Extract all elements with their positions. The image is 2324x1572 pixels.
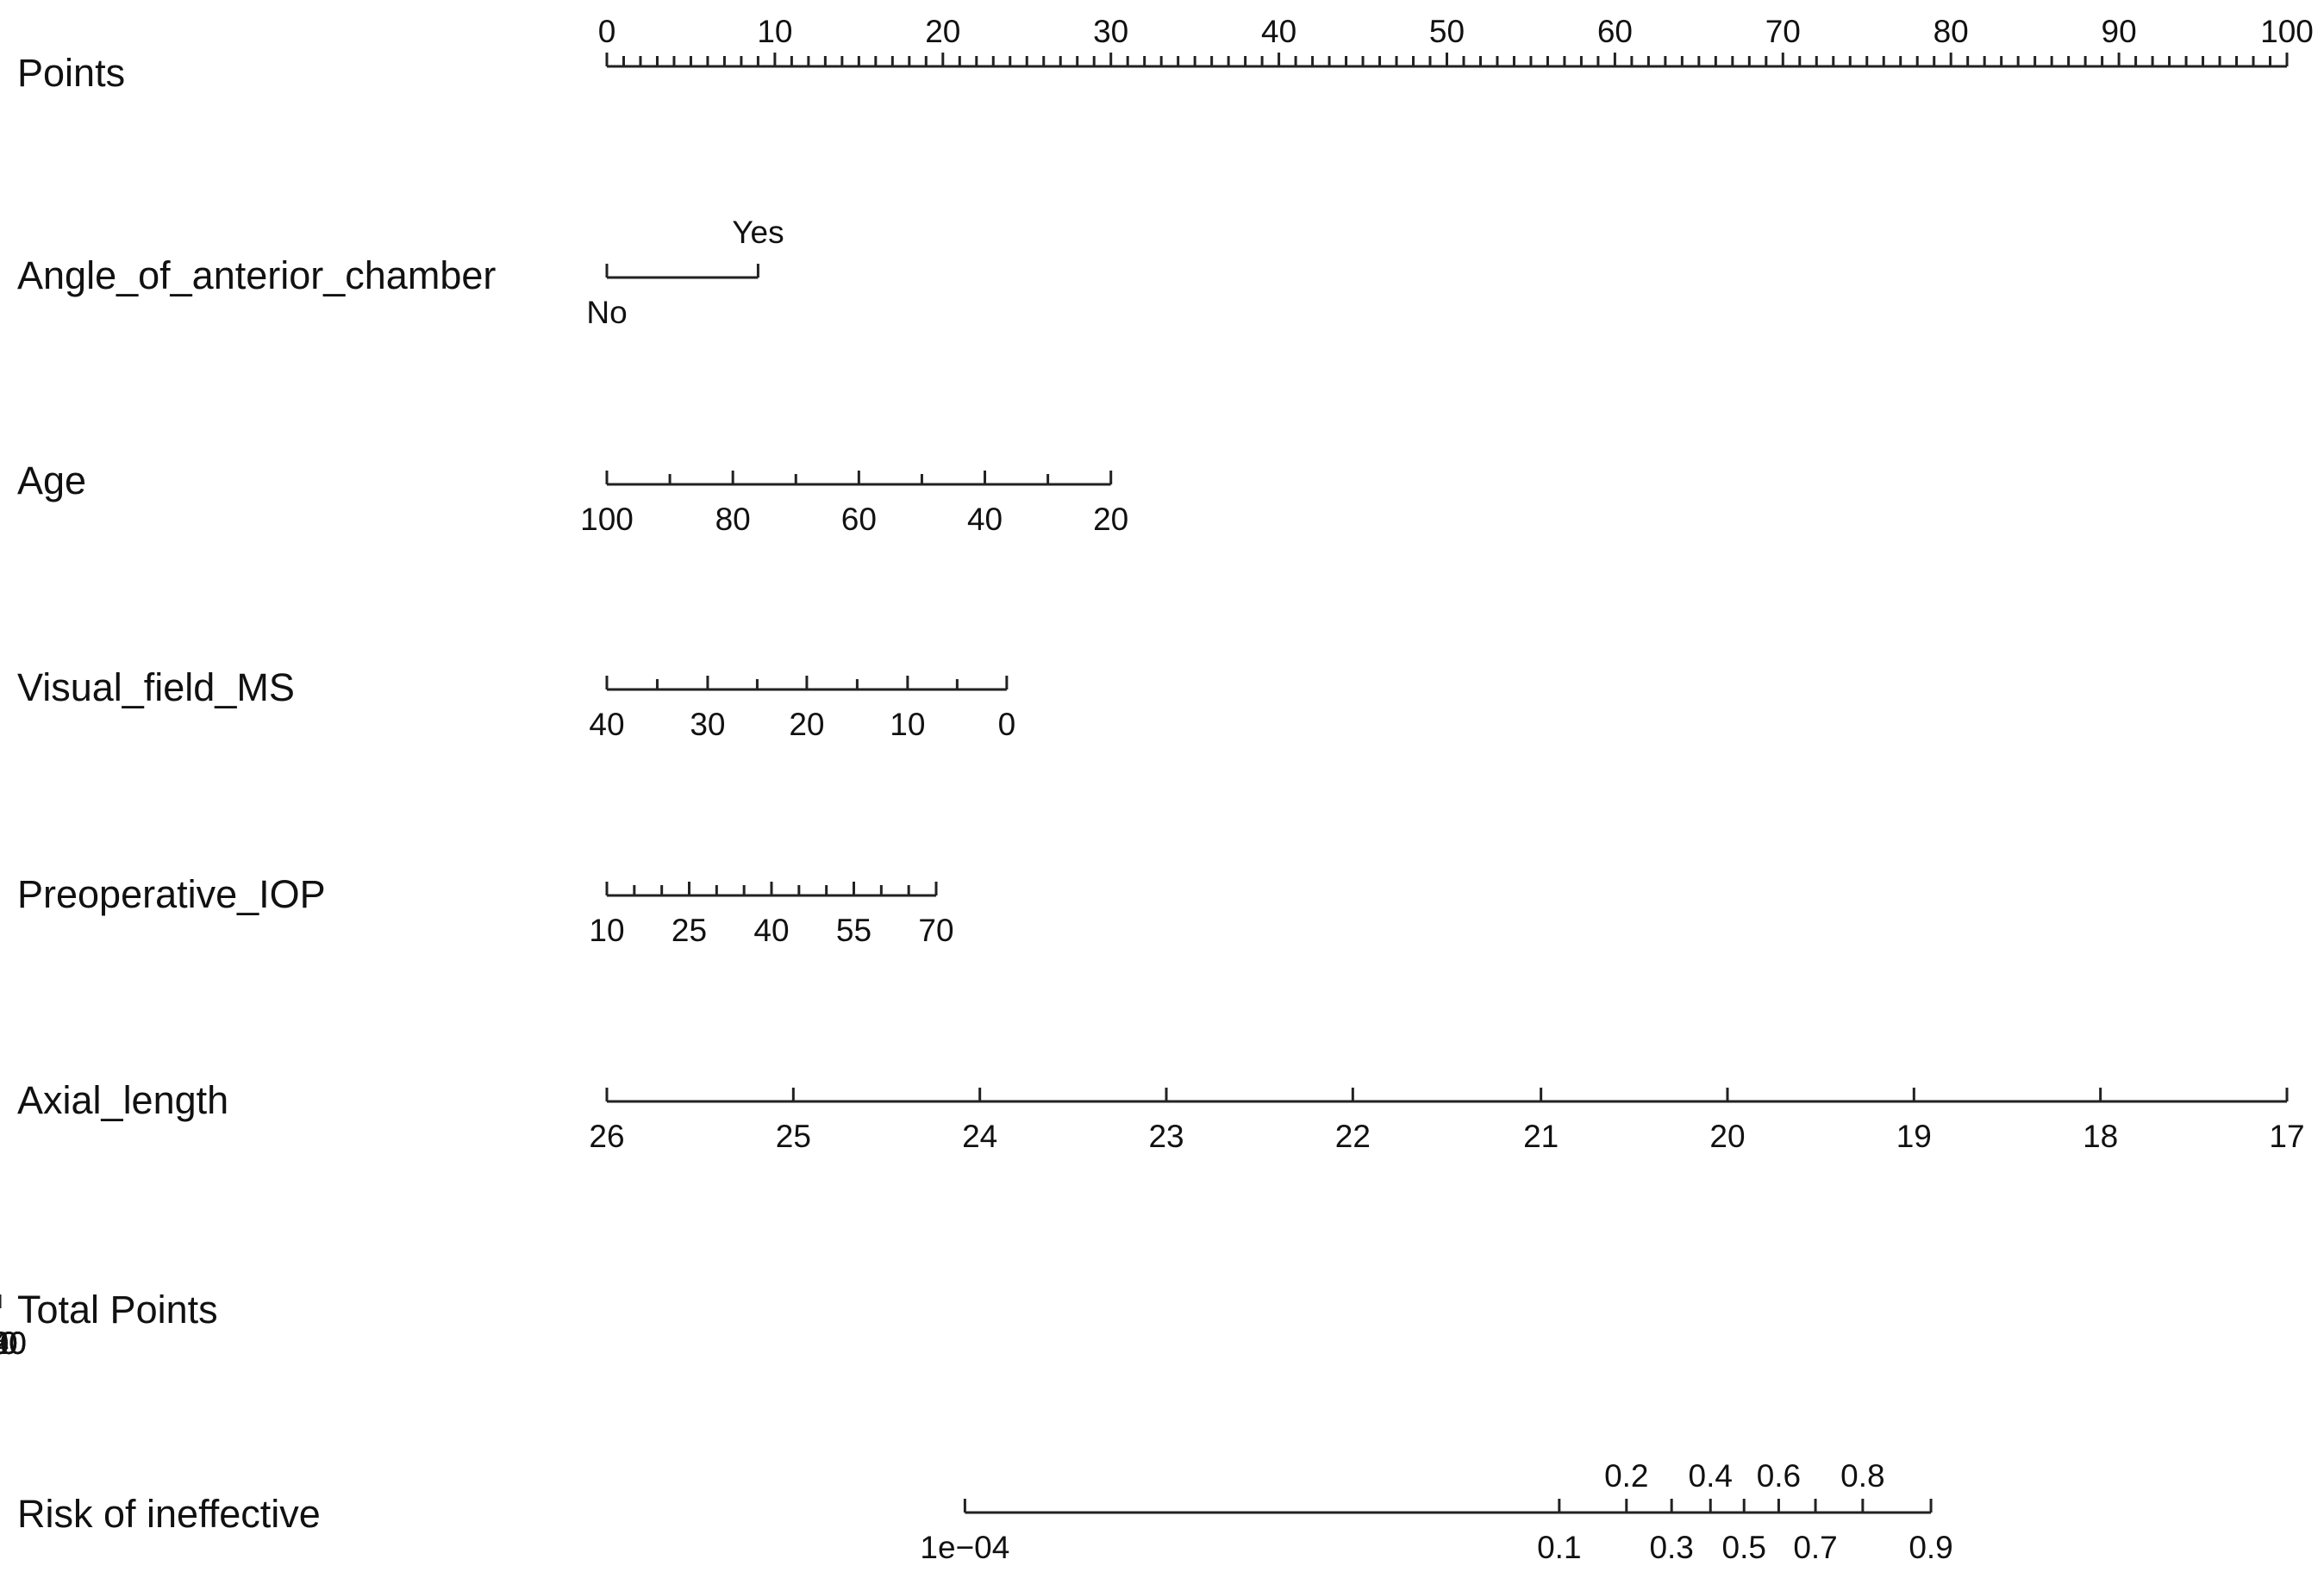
points-tick-label: 60 (1597, 14, 1633, 49)
label-age: Age (17, 458, 86, 502)
preoperative-iop-tick-label: 55 (836, 913, 872, 948)
age-tick-label: 60 (841, 502, 877, 537)
points-tick-label: 90 (2102, 14, 2137, 49)
preoperative-iop-tick-label: 70 (918, 913, 953, 948)
visual-field-ms-tick-label: 10 (890, 707, 925, 742)
axial-length-tick-label: 21 (1523, 1119, 1559, 1154)
angle-of-anterior-chamber-tick-label: No (586, 295, 627, 330)
risk-of-ineffective-tick-label: 0.7 (1793, 1530, 1837, 1565)
label-points: Points (17, 51, 125, 95)
total-points-tick-label: 20 (0, 1326, 18, 1361)
visual-field-ms-tick-label: 20 (789, 707, 824, 742)
visual-field-ms-tick-label: 30 (690, 707, 725, 742)
risk-of-ineffective-tick-label: 0.2 (1604, 1458, 1648, 1494)
points-tick-label: 70 (1765, 14, 1801, 49)
age-tick-label: 20 (1093, 502, 1128, 537)
risk-of-ineffective-tick-label: 1e−04 (920, 1530, 1009, 1565)
points-tick-label: 10 (757, 14, 792, 49)
risk-of-ineffective-tick-label: 0.9 (1909, 1530, 1952, 1565)
age-tick-label: 80 (715, 502, 751, 537)
total-points-tick-label: 80 (0, 1326, 18, 1361)
points-tick-label: 0 (598, 14, 616, 49)
risk-of-ineffective-tick-label: 0.4 (1689, 1458, 1733, 1494)
age-tick-label: 100 (580, 502, 634, 537)
risk-of-ineffective-tick-label: 0.3 (1649, 1530, 1693, 1565)
preoperative-iop-tick-label: 25 (672, 913, 707, 948)
axial-length-tick-label: 17 (2269, 1119, 2304, 1154)
total-points-tick-label: 100 (0, 1326, 27, 1361)
risk-of-ineffective-tick-label: 0.5 (1722, 1530, 1766, 1565)
axial-length-tick-label: 19 (1896, 1119, 1932, 1154)
axial-length-tick-label: 18 (2083, 1119, 2118, 1154)
preoperative-iop-tick-label: 40 (753, 913, 789, 948)
points-tick-label: 30 (1093, 14, 1128, 49)
total-points-tick-label: 60 (0, 1326, 18, 1361)
points-tick-label: 40 (1261, 14, 1296, 49)
total-points-tick-label: 120 (0, 1326, 27, 1361)
label-preoperative-iop: Preoperative_IOP (17, 872, 326, 916)
risk-of-ineffective-tick-label: 0.1 (1537, 1530, 1581, 1565)
label-angle-of-anterior-chamber: Angle_of_anterior_chamber (17, 253, 496, 297)
points-tick-label: 80 (1934, 14, 1969, 49)
angle-of-anterior-chamber-tick-label: Yes (732, 215, 784, 250)
label-axial-length: Axial_length (17, 1078, 228, 1122)
total-points-tick-label: 40 (0, 1326, 18, 1361)
points-tick-label: 50 (1429, 14, 1465, 49)
risk-of-ineffective-tick-label: 0.6 (1757, 1458, 1801, 1494)
axial-length-tick-label: 23 (1148, 1119, 1184, 1154)
points-tick-label: 100 (2260, 14, 2314, 49)
total-points-tick-label: 160 (0, 1326, 27, 1361)
preoperative-iop-tick-label: 10 (589, 913, 624, 948)
axial-length-tick-label: 22 (1335, 1119, 1371, 1154)
points-tick-label: 20 (925, 14, 960, 49)
risk-of-ineffective-tick-label: 0.8 (1840, 1458, 1884, 1494)
visual-field-ms-tick-label: 40 (589, 707, 624, 742)
axial-length-tick-label: 25 (776, 1119, 811, 1154)
axial-length-tick-label: 26 (589, 1119, 624, 1154)
total-points-tick-label: 140 (0, 1326, 27, 1361)
axial-length-tick-label: 24 (962, 1119, 997, 1154)
visual-field-ms-tick-label: 0 (998, 707, 1016, 742)
label-visual-field-ms: Visual_field_MS (17, 665, 295, 709)
label-total-points: Total Points (17, 1288, 218, 1332)
age-tick-label: 40 (967, 502, 1003, 537)
total-points-tick-label: 0 (0, 1326, 9, 1361)
label-risk-of-ineffective: Risk of ineffective (17, 1492, 321, 1536)
axial-length-tick-label: 20 (1709, 1119, 1745, 1154)
